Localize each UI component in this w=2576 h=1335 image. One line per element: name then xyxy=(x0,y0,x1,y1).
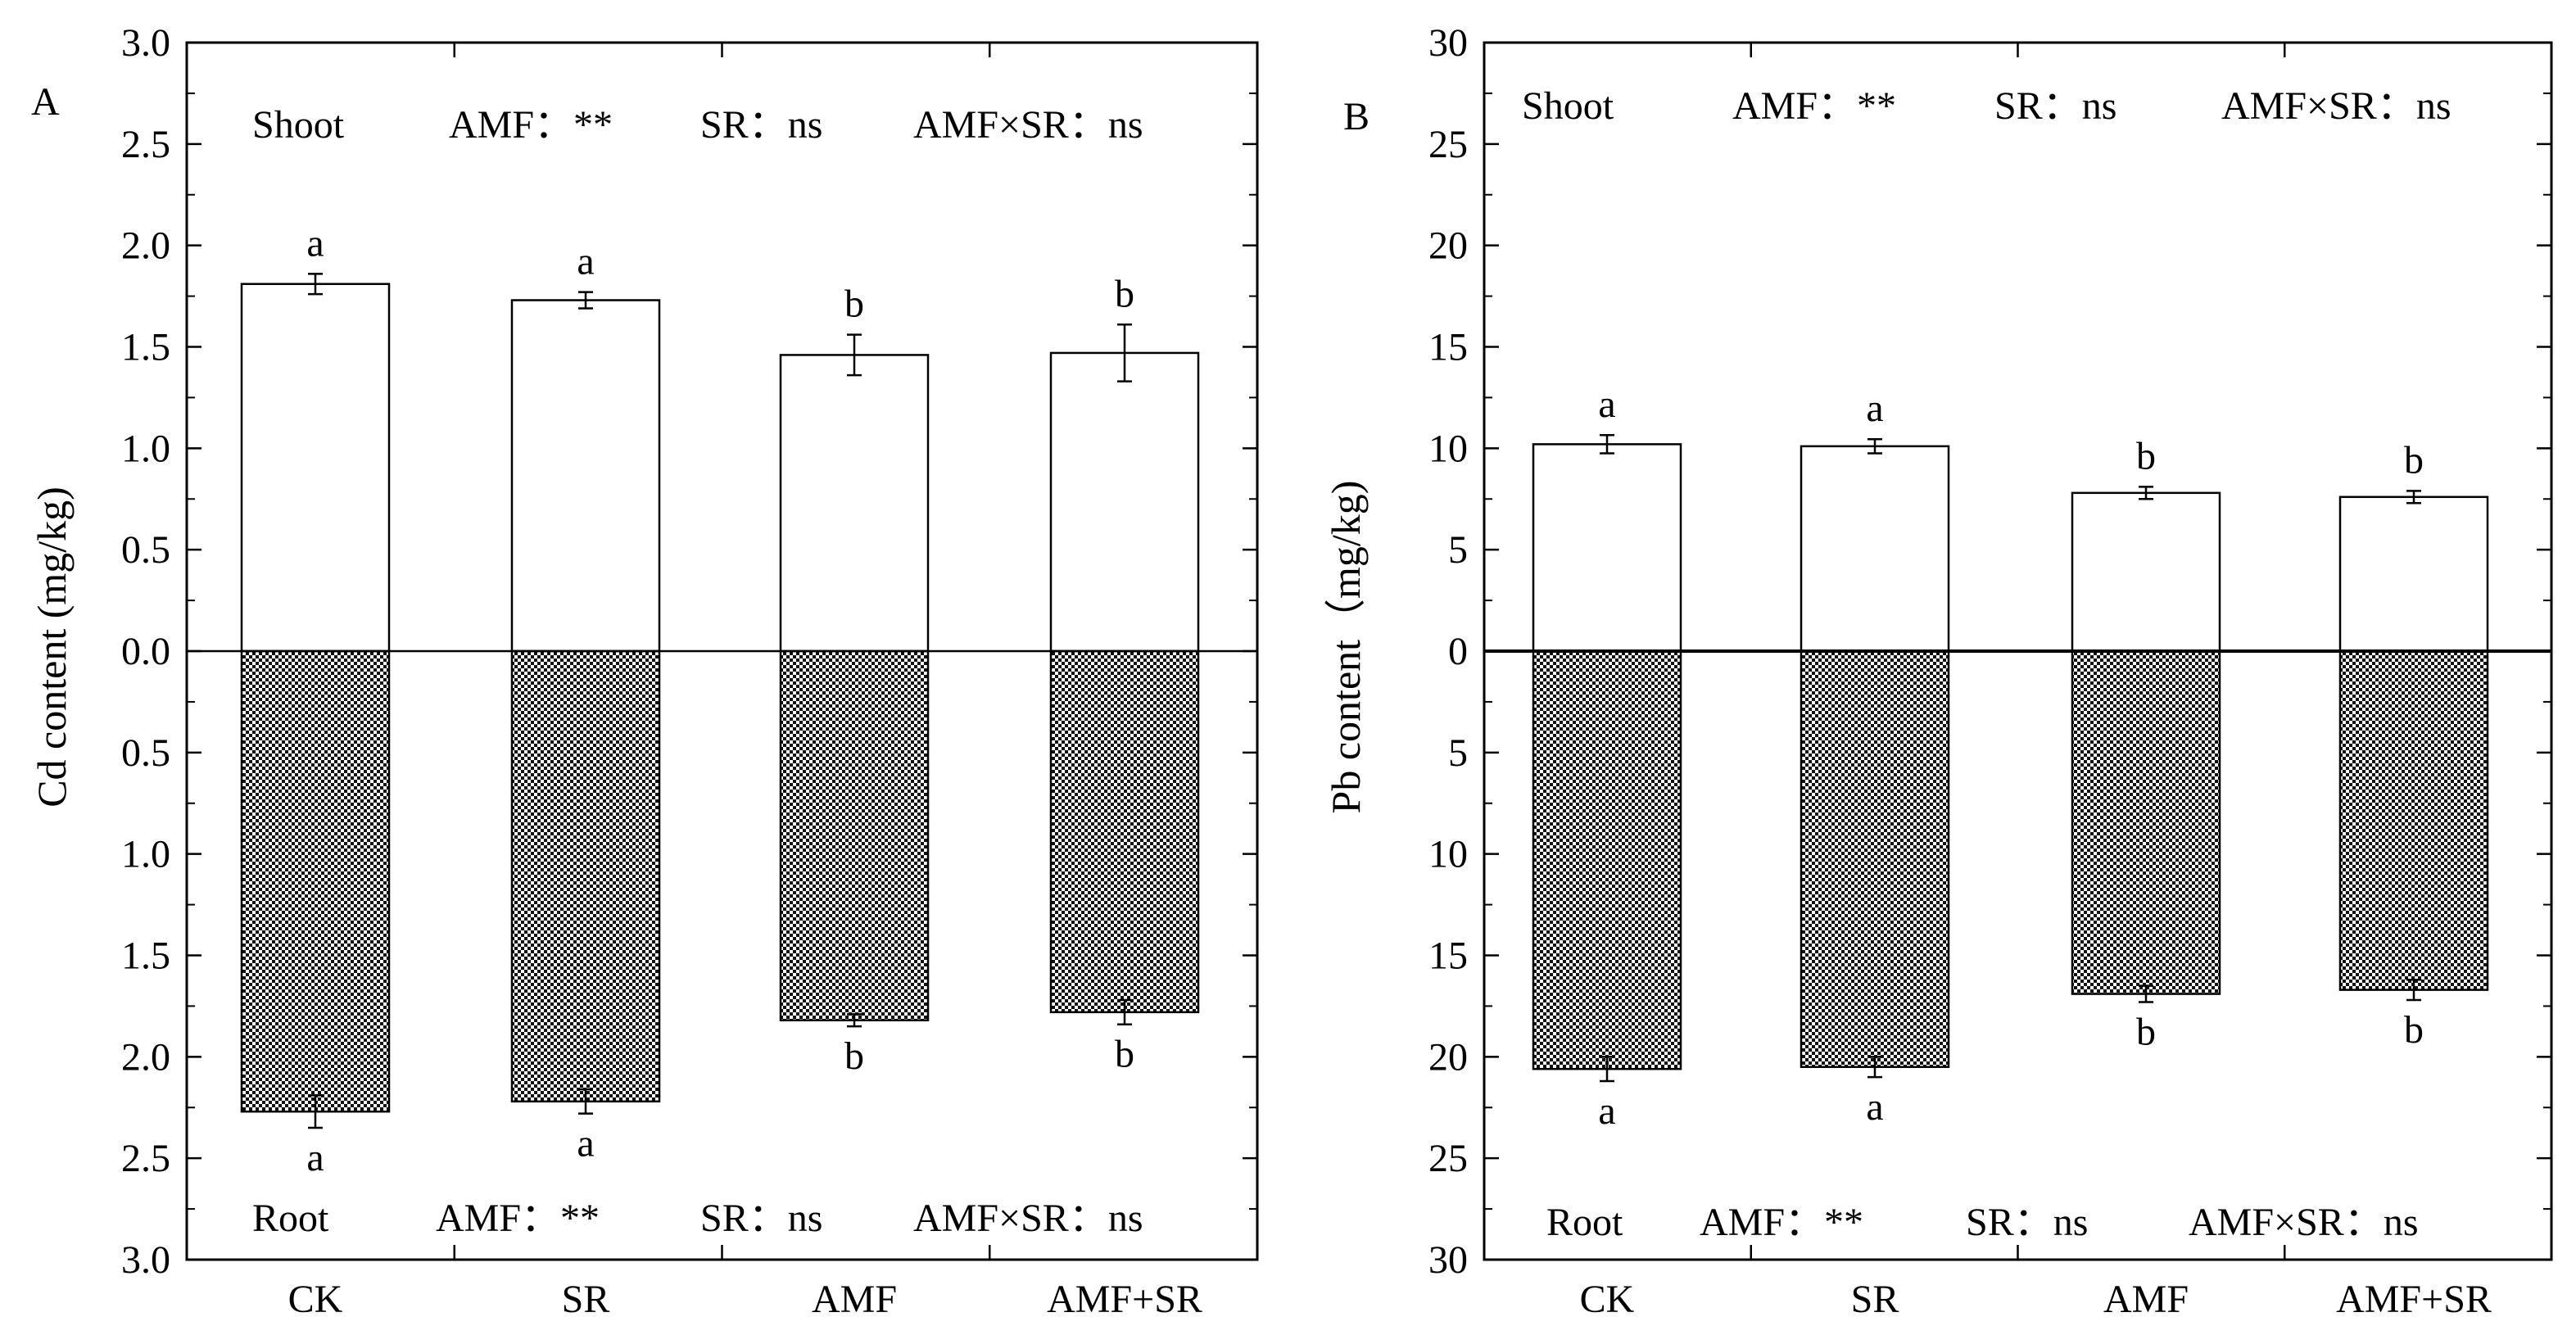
panel-b-bar-shoot-ck xyxy=(1532,443,1682,653)
panel-a-letter-shoot: a xyxy=(577,240,594,283)
panel-b-y-tick-label: 25 xyxy=(1428,1137,1468,1180)
panel-a-x-category-label: AMF xyxy=(812,1278,897,1321)
panel-b-y-tick-label: 0 xyxy=(1448,630,1468,673)
panel-b-shoot-sr-significance: SR：ns xyxy=(1994,84,2116,128)
panel-b-bar-shoot-amf xyxy=(2071,491,2221,653)
panel-a-bar-root-amf-plus-sr xyxy=(1049,649,1200,1014)
panel-b-x-category-label: AMF+SR xyxy=(2336,1278,2492,1321)
panel-a: A Cd content (mg/kg) Shoot AMF：** SR：ns … xyxy=(29,21,1259,1321)
panel-a-letter-shoot: b xyxy=(1115,272,1134,315)
panel-a-y-tick-label: 1.5 xyxy=(121,326,170,369)
panel-b-x-category-label: AMF xyxy=(2103,1278,2189,1321)
panel-b-letter-root: a xyxy=(1866,1085,1883,1129)
panel-a-letter-shoot: a xyxy=(306,221,324,265)
panel-a-y-tick-label: 1.0 xyxy=(121,427,170,470)
panel-b-y-tick-label: 10 xyxy=(1428,427,1468,470)
panel-b-y-tick-label: 30 xyxy=(1428,21,1468,65)
panel-a-letter-root: a xyxy=(306,1136,324,1179)
panel-a-y-tick-label: 2.0 xyxy=(121,1035,170,1079)
panel-a-root-sr-significance: SR：ns xyxy=(700,1197,822,1240)
panel-a-bar-root-sr xyxy=(510,649,661,1103)
panel-b-root-label: Root xyxy=(1546,1201,1623,1244)
panel-a-y-tick-label: 2.5 xyxy=(121,1137,170,1180)
panel-a-shoot-amf-significance: AMF：** xyxy=(449,103,613,147)
panel-a-bar-shoot-amf xyxy=(779,354,930,653)
panel-b-root-sr-significance: SR：ns xyxy=(1966,1201,2088,1244)
panel-a-shoot-label: Shoot xyxy=(252,103,345,147)
panel-a-letter-root: b xyxy=(844,1034,864,1078)
panel-a-y-tick-label: 2.0 xyxy=(121,224,170,268)
panel-b-root-interaction-significance: AMF×SR：ns xyxy=(2189,1201,2419,1244)
panel-b-label: B xyxy=(1343,95,1369,138)
panel-a-y-tick-label: 1.5 xyxy=(121,934,170,978)
panel-a-y-tick-label: 0.0 xyxy=(121,630,170,673)
panel-a-y-tick-label: 0.5 xyxy=(121,528,170,572)
panel-b-y-tick-label: 5 xyxy=(1448,528,1468,572)
panel-b-bar-shoot-sr xyxy=(1800,445,1950,653)
panel-b-y-tick-label: 15 xyxy=(1428,326,1468,369)
panel-a-bar-shoot-ck xyxy=(240,283,391,653)
panel-a-root-label: Root xyxy=(252,1197,329,1240)
panel-b-y-tick-label: 25 xyxy=(1428,123,1468,166)
panel-a-y-tick-label: 0.5 xyxy=(121,731,170,775)
panel-b-letter-shoot: a xyxy=(1598,382,1615,426)
panel-a-y-tick-label: 1.0 xyxy=(121,833,170,876)
panel-a-bar-root-amf xyxy=(779,649,930,1022)
panel-a-letter-shoot: b xyxy=(844,283,864,326)
panel-b-shoot-amf-significance: AMF：** xyxy=(1732,84,1896,128)
panel-b-letter-root: b xyxy=(2136,1010,2156,1053)
panel-a-letter-root: b xyxy=(1115,1033,1134,1076)
panel-a-y-tick-label: 3.0 xyxy=(121,1238,170,1282)
panel-a-x-category-label: CK xyxy=(288,1278,343,1321)
panel-b-y-tick-label: 10 xyxy=(1428,833,1468,876)
panel-a-shoot-interaction-significance: AMF×SR：ns xyxy=(913,103,1143,147)
panel-b-y-tick-label: 5 xyxy=(1448,731,1468,775)
panel-a-x-category-label: SR xyxy=(562,1278,610,1321)
panel-b-y-axis-label: Pb content（mg/kg) xyxy=(1323,481,1369,814)
panel-b-letter-shoot: a xyxy=(1866,387,1883,430)
panel-b: B Pb content（mg/kg) Shoot AMF：** SR：ns A… xyxy=(1323,21,2553,1321)
panel-a-y-tick-label: 3.0 xyxy=(121,21,170,65)
panel-b-bar-root-sr xyxy=(1800,649,1950,1068)
panel-a-label: A xyxy=(31,80,60,124)
panel-b-bar-shoot-amf-plus-sr xyxy=(2338,496,2489,653)
panel-a-y-tick-label: 2.5 xyxy=(121,123,170,166)
panel-a-y-axis-label: Cd content (mg/kg) xyxy=(29,486,75,808)
panel-b-x-category-label: SR xyxy=(1851,1278,1899,1321)
panel-b-shoot-label: Shoot xyxy=(1522,84,1614,128)
panel-b-y-tick-label: 15 xyxy=(1428,934,1468,978)
panel-b-letter-root: a xyxy=(1598,1089,1615,1133)
panel-b-y-tick-label: 30 xyxy=(1428,1238,1468,1282)
panel-a-letter-root: a xyxy=(577,1122,594,1165)
panel-a-root-amf-significance: AMF：** xyxy=(436,1197,600,1240)
panel-a-bar-shoot-sr xyxy=(510,299,661,653)
panel-b-shoot-interaction-significance: AMF×SR：ns xyxy=(2221,84,2452,128)
panel-b-x-category-label: CK xyxy=(1580,1278,1635,1321)
panel-a-shoot-sr-significance: SR：ns xyxy=(700,103,822,147)
panel-b-letter-root: b xyxy=(2404,1008,2424,1052)
panel-a-root-interaction-significance: AMF×SR：ns xyxy=(913,1197,1143,1240)
panel-b-y-tick-label: 20 xyxy=(1428,224,1468,268)
panel-b-bar-root-amf-plus-sr xyxy=(2338,649,2489,991)
panel-b-y-tick-label: 20 xyxy=(1428,1035,1468,1079)
panel-b-root-amf-significance: AMF：** xyxy=(1700,1201,1863,1244)
panel-a-bar-root-ck xyxy=(240,649,391,1113)
panel-b-letter-shoot: b xyxy=(2404,438,2424,482)
panel-a-x-category-label: AMF+SR xyxy=(1047,1278,1202,1321)
panel-b-bar-root-ck xyxy=(1532,649,1682,1070)
panel-b-letter-shoot: b xyxy=(2136,434,2156,477)
panel-b-bar-root-amf xyxy=(2071,649,2221,995)
panel-a-bar-shoot-amf-plus-sr xyxy=(1049,351,1200,653)
